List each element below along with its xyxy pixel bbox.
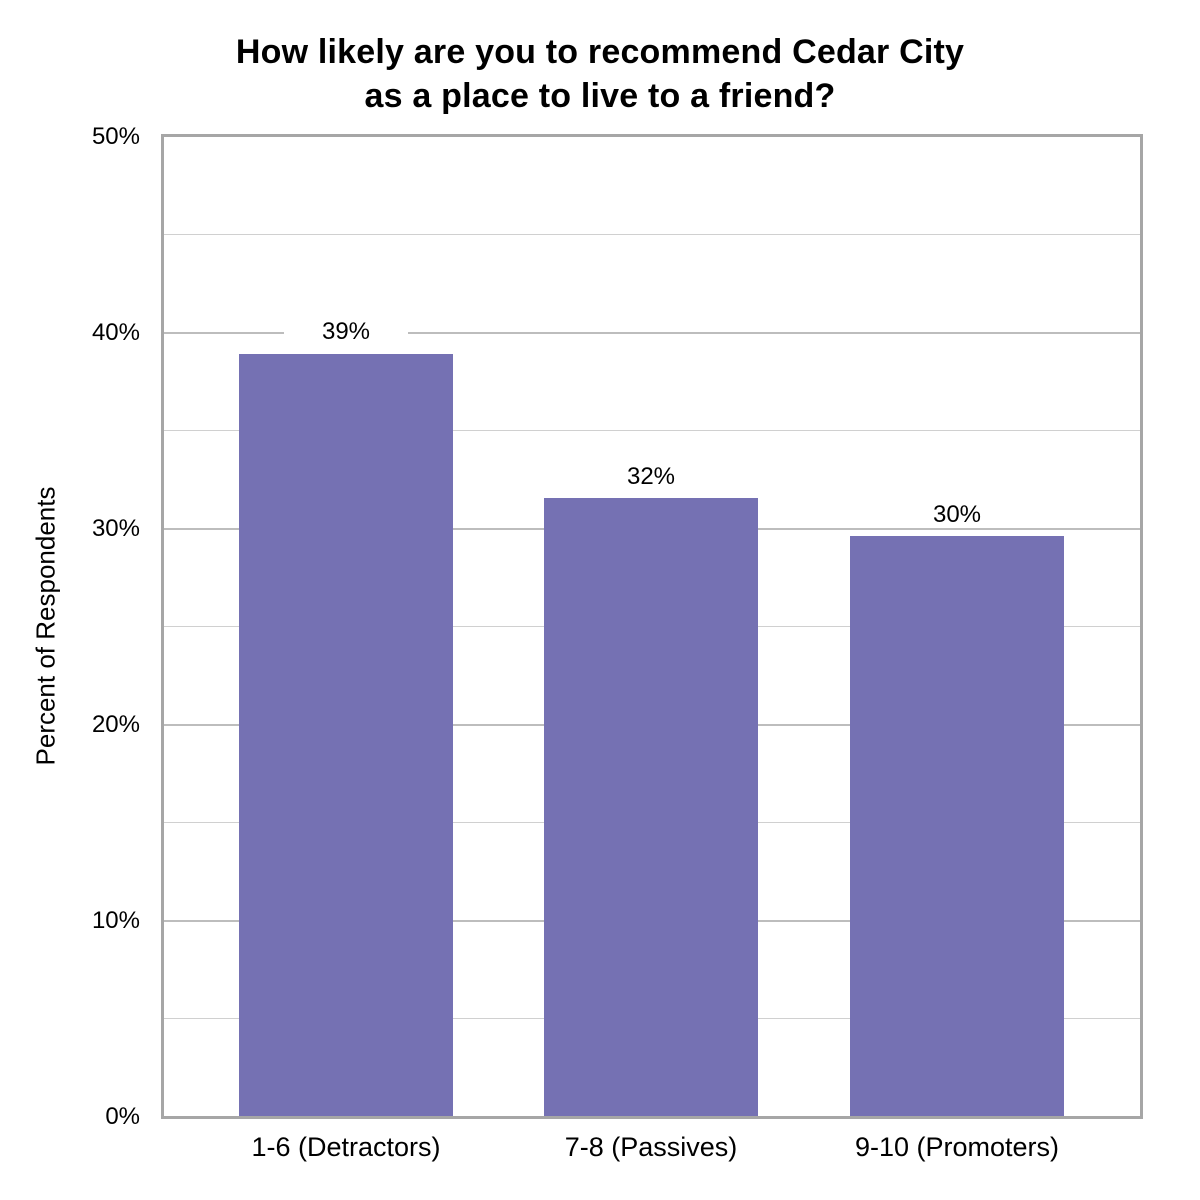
bar-label-promoters: 30% bbox=[895, 502, 1019, 528]
bar-promoters bbox=[850, 536, 1064, 1116]
bar-label-passives: 32% bbox=[589, 464, 713, 490]
chart-title-line-2: as a place to live to a friend? bbox=[364, 77, 836, 115]
chart-title: How likely are you to recommend Cedar Ci… bbox=[0, 30, 1200, 118]
bar-detractors bbox=[239, 354, 453, 1116]
x-tick-detractors: 1-6 (Detractors) bbox=[251, 1132, 441, 1162]
bar-label-detractors: 39% bbox=[284, 319, 408, 345]
chart-title-line-1: How likely are you to recommend Cedar Ci… bbox=[235, 33, 965, 71]
y-tick-0: 0% bbox=[105, 1103, 140, 1130]
y-tick-10: 10% bbox=[91, 907, 140, 934]
y-tick-40: 40% bbox=[91, 319, 140, 346]
gridline-40 bbox=[164, 332, 1140, 334]
bar-passives bbox=[544, 498, 758, 1116]
x-tick-passives: 7-8 (Passives) bbox=[564, 1132, 738, 1162]
y-tick-50: 50% bbox=[91, 123, 140, 150]
plot-area: 39% 32% 30% bbox=[161, 134, 1143, 1119]
y-tick-30: 30% bbox=[91, 515, 140, 542]
gridline-35 bbox=[164, 430, 1140, 431]
y-tick-20: 20% bbox=[91, 711, 140, 738]
gridline-45 bbox=[164, 234, 1140, 235]
x-tick-promoters: 9-10 (Promoters) bbox=[854, 1132, 1060, 1162]
